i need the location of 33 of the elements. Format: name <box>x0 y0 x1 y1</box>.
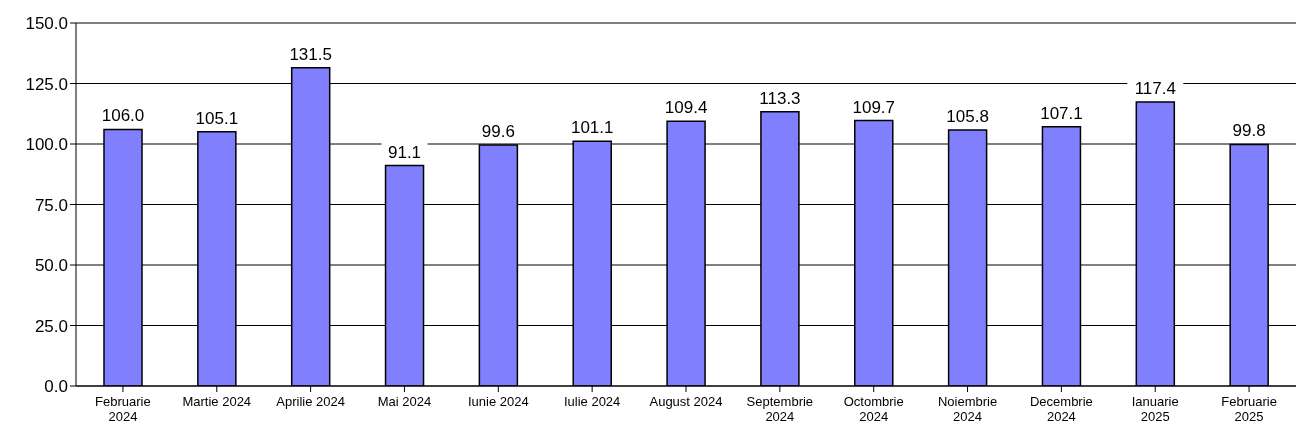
x-tick-label: Octombrie 2024 <box>843 394 904 424</box>
x-tick-label: Februarie 2025 <box>1221 394 1277 424</box>
data-label: 117.4 <box>1134 78 1176 98</box>
data-label: 106.0 <box>101 106 145 126</box>
x-tick-label: Iulie 2024 <box>563 394 621 409</box>
y-tick-label: 125.0 <box>25 74 68 94</box>
x-tick-label: Iunie 2024 <box>467 394 529 409</box>
data-label: 105.1 <box>195 108 239 128</box>
x-tick-label: Noiembrie 2024 <box>937 394 998 424</box>
y-tick-label: 25.0 <box>34 316 68 336</box>
x-tick-label: Aprilie 2024 <box>276 394 345 409</box>
x-tick-label: Martie 2024 <box>182 394 252 409</box>
x-tick-label: Februarie 2024 <box>95 394 151 424</box>
x-tick-label: August 2024 <box>649 394 723 409</box>
y-tick-label: 0.0 <box>44 377 68 397</box>
data-label: 109.4 <box>664 98 708 118</box>
data-label: 131.5 <box>289 44 332 64</box>
x-tick-label: Ianuarie 2025 <box>1131 394 1179 424</box>
data-label: 91.1 <box>387 142 422 162</box>
data-label: 99.8 <box>1232 121 1266 141</box>
y-tick-label: 100.0 <box>25 135 68 155</box>
data-label: 99.6 <box>481 121 515 141</box>
y-tick-label: 75.0 <box>34 195 68 215</box>
y-tick-label: 50.0 <box>34 256 68 276</box>
data-label: 107.1 <box>1040 103 1083 123</box>
x-tick-label: Septembrie 2024 <box>746 394 814 424</box>
x-tick-label: Mai 2024 <box>377 394 432 409</box>
data-label: 113.3 <box>759 88 801 108</box>
data-label: 109.7 <box>852 97 896 117</box>
data-label: 101.1 <box>570 118 614 138</box>
x-tick-label: Decembrie 2024 <box>1029 394 1093 424</box>
data-label: 105.8 <box>946 106 989 126</box>
y-tick-label: 150.0 <box>25 14 68 34</box>
